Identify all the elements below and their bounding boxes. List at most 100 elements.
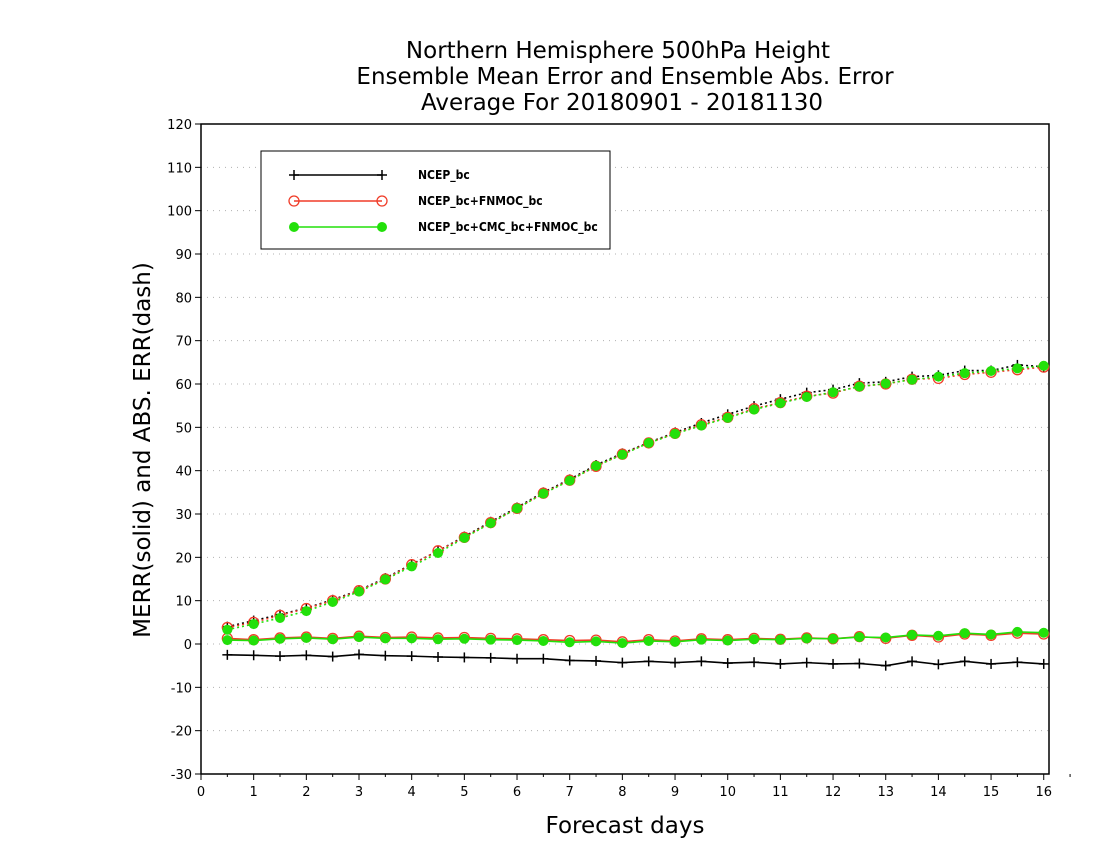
y-tick-label: 0 xyxy=(184,638,192,653)
mean-error-point xyxy=(433,652,444,662)
mean-error-point xyxy=(670,657,681,668)
mean-error-point xyxy=(617,638,628,649)
y-tick-label: 20 xyxy=(175,551,192,566)
abs-error-point xyxy=(591,460,602,471)
y-tick-label: 80 xyxy=(175,291,192,306)
series-area xyxy=(221,359,1050,671)
mean-error-point xyxy=(933,630,944,641)
chart-title: Northern Hemisphere 500hPa Height Ensemb… xyxy=(356,38,894,116)
abs-error-point xyxy=(248,619,259,630)
x-tick-label: 6 xyxy=(513,785,521,800)
abs-error-point xyxy=(722,412,733,423)
abs-error-point xyxy=(617,449,628,460)
mean-error-point xyxy=(907,629,918,640)
legend-box xyxy=(260,150,611,250)
abs-error-point xyxy=(327,596,338,607)
y-tick-label: -20 xyxy=(171,725,192,740)
x-tick-label: 5 xyxy=(460,785,468,800)
mean-error-point xyxy=(828,658,839,669)
mean-error-point xyxy=(854,632,865,643)
mean-error-point xyxy=(538,653,549,664)
x-tick-label: 8 xyxy=(618,785,626,800)
mean-error-point xyxy=(696,634,707,645)
abs-error-point xyxy=(907,374,918,385)
x-tick-label: 15 xyxy=(983,785,1000,800)
legend-entry-2: NCEP_bc+FNMOC_bc xyxy=(288,194,543,209)
plot-frame xyxy=(200,123,1050,775)
x-tick-label: 7 xyxy=(566,785,574,800)
legend-entry-3: NCEP_bc+CMC_bc+FNMOC_bc xyxy=(289,220,598,235)
title-line-2: Ensemble Mean Error and Ensemble Abs. Er… xyxy=(356,64,894,90)
y-tick-label: 70 xyxy=(175,335,192,350)
mean-error-point xyxy=(538,635,549,646)
y-tick-label: -10 xyxy=(171,681,192,696)
legend-marker-right xyxy=(377,222,387,232)
mean-error-point xyxy=(327,651,338,662)
abs-error-point xyxy=(538,488,549,499)
mean-error-point xyxy=(907,656,918,667)
x-tick-label: 2 xyxy=(302,785,310,800)
y-axis-title: MERR(solid) and ABS. ERR(dash) xyxy=(130,262,156,638)
mean-error-point xyxy=(327,634,338,645)
mean-error-point xyxy=(617,657,628,668)
x-tick-label: 0 xyxy=(197,785,205,800)
x-tick-label: 14 xyxy=(930,785,947,800)
series-3 xyxy=(222,360,1049,649)
abs-error-line xyxy=(227,364,1044,628)
y-tick-label: 110 xyxy=(167,161,192,176)
mean-error-point xyxy=(380,650,391,661)
x-tick-label: 1 xyxy=(250,785,258,800)
abs-error-line xyxy=(227,365,1044,631)
x-tick-label: 10 xyxy=(719,785,736,800)
abs-error-point xyxy=(854,381,865,392)
mean-error-point xyxy=(222,649,233,660)
mean-error-point xyxy=(275,633,286,644)
abs-error-point xyxy=(433,548,444,558)
x-tick-label: 3 xyxy=(355,785,363,800)
abs-error-point xyxy=(643,437,654,448)
mean-error-point xyxy=(828,633,839,644)
mean-error-point xyxy=(880,660,891,671)
mean-error-point xyxy=(459,652,470,663)
abs-error-point xyxy=(933,371,944,382)
mean-error-point xyxy=(591,655,602,666)
y-tick-label: 40 xyxy=(175,465,192,480)
mean-error-point xyxy=(1038,658,1049,669)
mean-error-point xyxy=(670,636,681,647)
legend-marker-left xyxy=(288,195,300,207)
abs-error-point xyxy=(222,624,233,635)
abs-error-point xyxy=(749,404,760,415)
legend-marker-left xyxy=(289,170,299,180)
mean-error-point xyxy=(696,656,707,667)
mean-error-line xyxy=(227,653,1044,667)
x-tick-label: 11 xyxy=(772,785,789,800)
legend-entry-1: NCEP_bc xyxy=(289,168,470,183)
legend-label: NCEP_bc+FNMOC_bc xyxy=(418,194,543,209)
mean-error-point xyxy=(354,649,365,660)
abs-error-point xyxy=(801,392,812,402)
mean-error-point xyxy=(749,634,760,645)
abs-error-point xyxy=(1038,360,1049,371)
abs-error-point xyxy=(380,574,391,585)
mean-error-point xyxy=(880,632,891,643)
mean-error-point xyxy=(986,629,997,640)
abs-error-point xyxy=(459,532,470,543)
title-line-3: Average For 20180901 - 20181130 xyxy=(421,90,823,116)
y-tick-label: 50 xyxy=(175,421,192,436)
x-axis-title: Forecast days xyxy=(546,813,705,839)
mean-error-point xyxy=(801,633,812,644)
mean-error-point xyxy=(248,635,259,646)
abs-error-point xyxy=(512,503,523,514)
mean-error-point xyxy=(564,655,575,666)
title-line-1: Northern Hemisphere 500hPa Height xyxy=(406,38,830,64)
mean-error-point xyxy=(854,658,865,669)
mean-error-point xyxy=(275,651,286,662)
abs-error-point xyxy=(301,606,312,617)
abs-error-point xyxy=(406,561,417,572)
mean-error-point xyxy=(301,650,312,661)
mean-error-point xyxy=(248,650,259,661)
mean-error-point xyxy=(485,634,496,645)
abs-error-point xyxy=(880,378,891,389)
